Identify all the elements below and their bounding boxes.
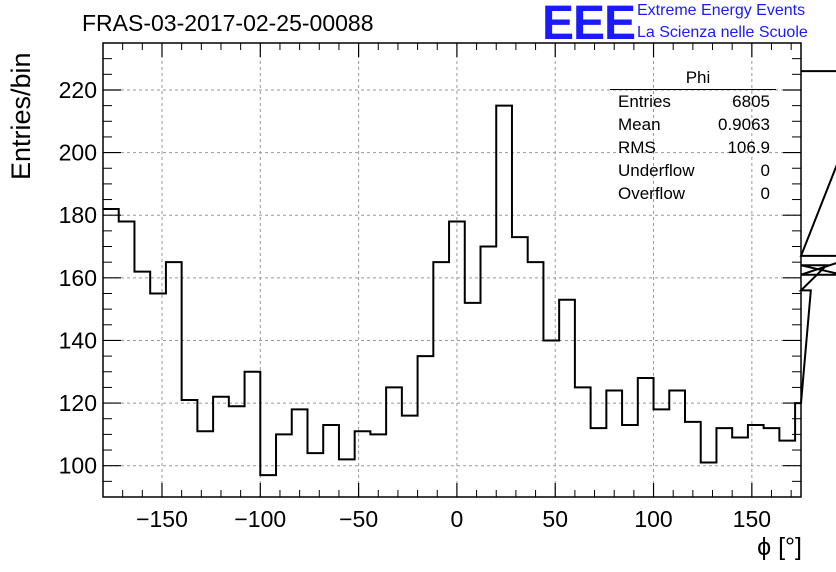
stats-value: 0.9063 (718, 115, 770, 134)
stats-value: 106.9 (727, 138, 770, 157)
logo-line-1: Extreme Energy Events (637, 2, 806, 19)
stats-row: Mean 0.9063 (610, 113, 776, 136)
stats-row: Overflow 0 (610, 182, 776, 205)
chart-title: FRAS-03-2017-02-25-00088 (82, 10, 374, 36)
stats-row: Entries 6805 (610, 90, 776, 113)
y-tick-label: 220 (59, 77, 97, 103)
stats-box: Phi Entries 6805 Mean 0.9063 RMS 106.9 Unde… (610, 68, 776, 205)
stats-value: 0 (760, 161, 770, 180)
y-tick-label: 100 (59, 453, 97, 479)
stats-label: Entries (618, 92, 671, 111)
x-tick-label: −150 (136, 506, 188, 532)
x-tick-label: 150 (733, 506, 771, 532)
stats-label: Underflow (618, 161, 695, 180)
y-tick-label: 200 (59, 140, 97, 166)
logo-line-2: La Scienza nelle Scuole (637, 24, 808, 41)
x-axis-label: ϕ [°] (757, 533, 802, 561)
stats-row: Underflow 0 (610, 159, 776, 182)
plot-frame (102, 42, 802, 498)
y-axis-label: Entries/bin (6, 52, 36, 180)
stats-name: Phi (610, 68, 776, 90)
stats-row: RMS 106.9 (610, 136, 776, 159)
stats-label: Overflow (618, 184, 686, 203)
histogram-series (103, 70, 836, 477)
eee-logo: EEE (542, 0, 636, 50)
stats-value: 6805 (732, 92, 770, 111)
y-tick-label: 120 (59, 390, 97, 416)
stats-value: 0 (760, 184, 770, 203)
x-tick-label: 100 (634, 506, 672, 532)
x-tick-label: 0 (451, 506, 464, 532)
x-tick-label: −100 (234, 506, 286, 532)
x-tick-label: −50 (339, 506, 378, 532)
y-tick-label: 140 (59, 327, 97, 353)
y-tick-label: 160 (59, 265, 97, 291)
x-tick-label: 50 (542, 506, 568, 532)
stats-label: Mean (618, 115, 661, 134)
stats-label: RMS (618, 138, 656, 157)
y-tick-label: 180 (59, 202, 97, 228)
